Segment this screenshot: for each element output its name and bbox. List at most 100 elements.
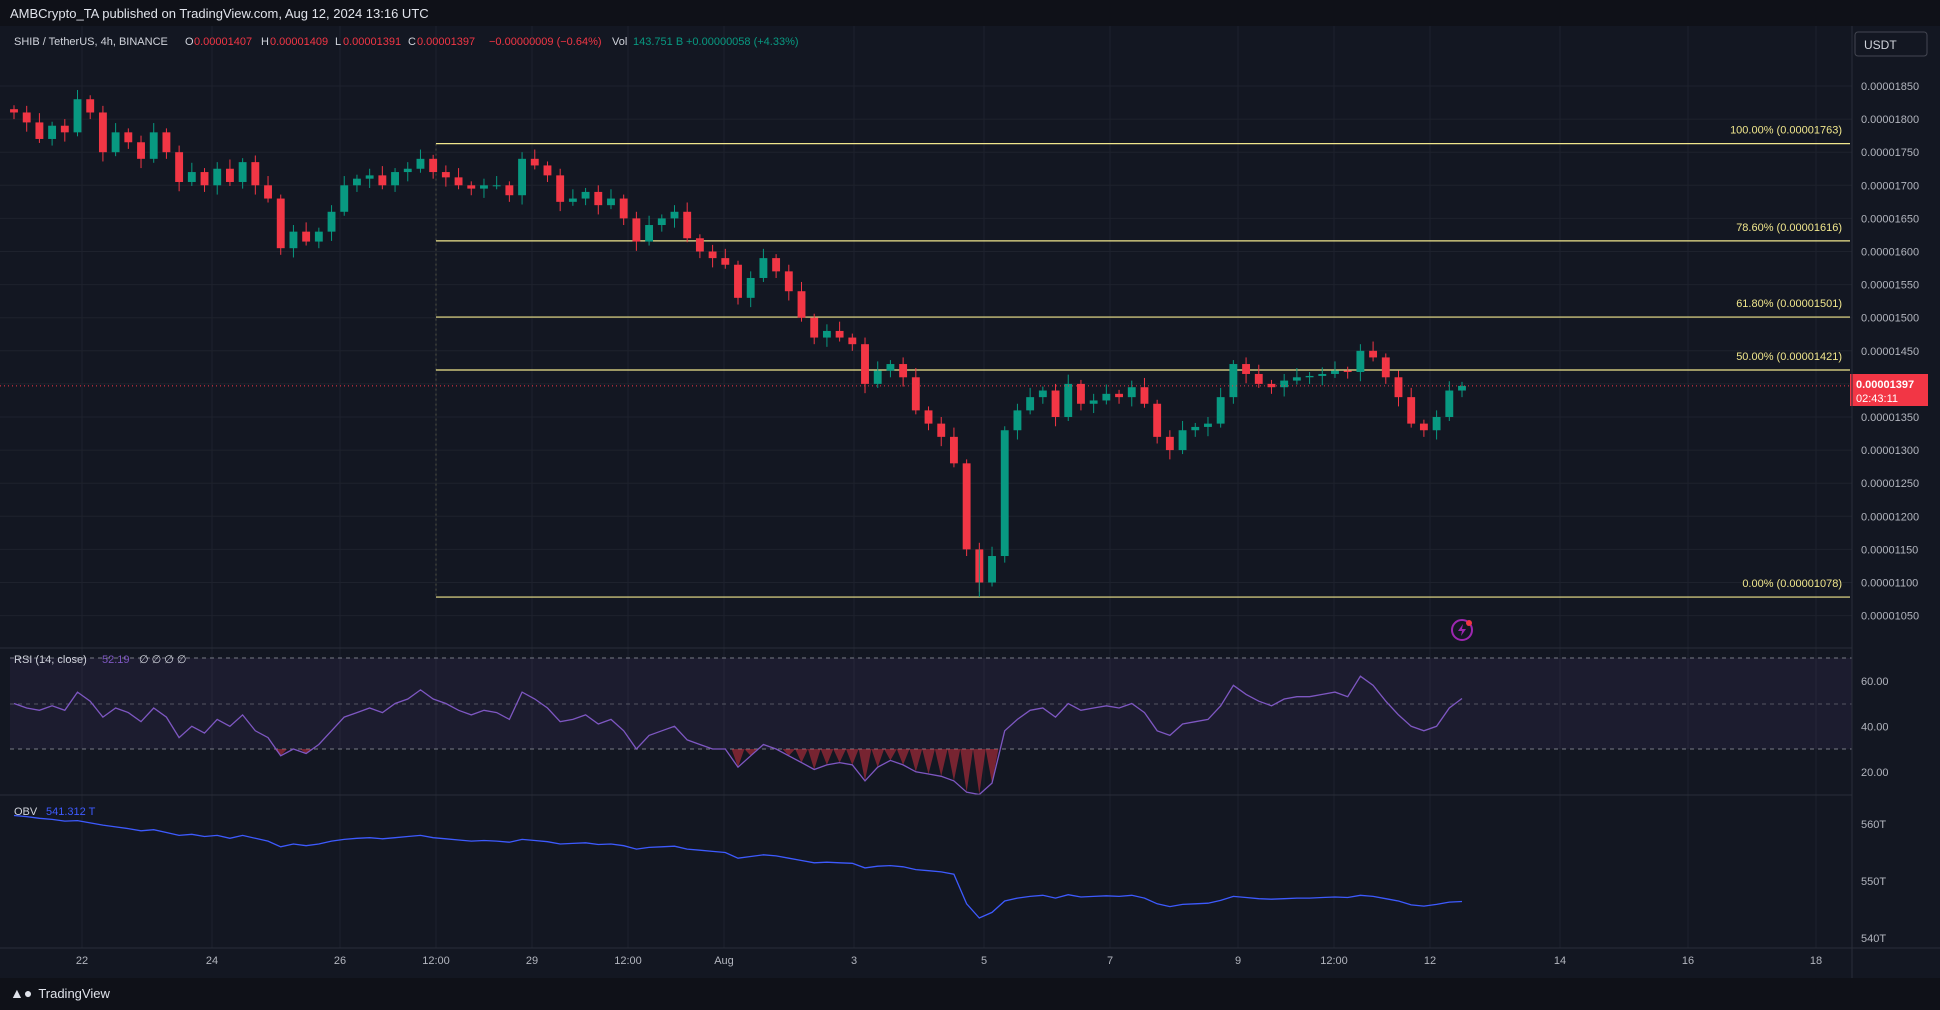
time-tick-label: 9 (1235, 955, 1241, 967)
candle-body (924, 410, 933, 424)
price-badge-countdown: 02:43:11 (1856, 393, 1898, 405)
candle-body (581, 191, 590, 199)
currency-button-frame[interactable] (1854, 31, 1928, 57)
rsi-oversold-fill (274, 749, 999, 795)
close-label: C (408, 36, 416, 48)
rsi-pane[interactable]: RSI (14, close) 52.19 ∅ ∅ ∅ ∅ 60.00 40.00… (0, 647, 1889, 796)
candle-body (797, 291, 806, 318)
candle-body (1000, 430, 1009, 557)
time-axis[interactable]: 22 24 26 12:00 29 12:00 Aug 3 5 7 9 12:00 12 14 16 18 (76, 955, 1822, 967)
tradingview-brand: TradingView (38, 985, 110, 1001)
candle-body (708, 251, 717, 259)
candle-body (657, 218, 666, 226)
candle-body (35, 122, 44, 139)
price-tick-label: 0.00001100 (1861, 578, 1918, 590)
currency-button-label[interactable]: USDT (1864, 38, 1897, 52)
candle-body (518, 158, 527, 196)
time-tick-label: 5 (981, 955, 987, 967)
time-tick-label: 12:00 (1320, 955, 1348, 967)
candle-body (949, 436, 958, 464)
time-tick-label: 12:00 (614, 955, 642, 967)
time-tick-label: 12:00 (422, 955, 450, 967)
lightning-icon[interactable] (1451, 619, 1473, 641)
candle-body (1407, 397, 1416, 424)
candle-body (886, 364, 895, 371)
candle-body (632, 218, 641, 242)
candle-body (187, 172, 196, 182)
high-label: H (261, 36, 269, 48)
rsi-title: RSI (14, close) (14, 654, 87, 666)
footer-bar (0, 978, 1940, 1010)
price-pane[interactable]: 100.00% (0.00001763) 78.60% (0.00001616) 6… (0, 26, 1919, 948)
candle-body (175, 152, 184, 182)
candle-body (772, 258, 781, 272)
candle-body (378, 175, 387, 186)
candle-body (911, 377, 920, 411)
price-tick-label: 0.00001550 (1861, 280, 1919, 292)
candle-body (416, 158, 425, 169)
chart-svg[interactable]: 100.00% (0.00001763) 78.60% (0.00001616) 6… (0, 0, 1940, 978)
candle-body (1356, 350, 1365, 372)
candle-body (530, 158, 539, 166)
time-tick-label: 29 (526, 955, 538, 967)
candle-body (340, 185, 349, 212)
candle-body (1369, 350, 1378, 358)
candle-body (568, 198, 577, 202)
candle-body (276, 198, 285, 249)
candle-body (556, 175, 565, 202)
candle-body (619, 198, 628, 219)
candle-body (1204, 423, 1212, 427)
candle-body (594, 191, 603, 206)
candle-body (454, 177, 463, 186)
candle-body (1343, 370, 1352, 372)
candle-body (48, 125, 57, 139)
time-tick-label: 3 (851, 955, 857, 967)
candle-body (988, 556, 996, 583)
price-badge-bg (1850, 374, 1928, 406)
candle-body (1292, 377, 1301, 381)
candle-body (238, 162, 247, 182)
candle-body (810, 317, 819, 338)
time-tick-label: 18 (1810, 955, 1822, 967)
time-tick-label: 12 (1424, 955, 1436, 967)
candle-body (137, 142, 145, 159)
fib-label-0: 100.00% (0.00001763) (1730, 125, 1842, 137)
candle-body (759, 258, 768, 278)
price-axis[interactable]: 0.00001850 0.00001800 0.00001750 0.00001700… (1861, 81, 1919, 623)
rsi-tick-label: 60.00 (1861, 676, 1889, 688)
candle-body (10, 109, 18, 113)
tradingview-logo[interactable]: ▲● TradingView (10, 985, 110, 1001)
candle-body (391, 172, 399, 186)
candle-body (937, 423, 946, 437)
time-tick-label: Aug (714, 955, 734, 967)
candle-body (1419, 423, 1428, 431)
candle-body (1254, 373, 1263, 384)
candle-body (1432, 417, 1441, 431)
candle-body (1280, 380, 1289, 388)
candle-body (467, 185, 476, 189)
price-tick-label: 0.00001200 (1861, 511, 1919, 523)
candle-body (1305, 375, 1314, 378)
candle-body (1077, 383, 1085, 404)
price-tick-label: 0.00001750 (1861, 147, 1919, 159)
obv-axis: 560T 550T 540T (1861, 819, 1886, 945)
candle-body (1026, 397, 1035, 411)
candle-body (251, 162, 260, 186)
low-value: 0.00001391 (343, 36, 401, 48)
candle-body (314, 231, 323, 242)
rsi-value: 52.19 (102, 654, 130, 666)
fibonacci-retracement[interactable]: 100.00% (0.00001763) 78.60% (0.00001616) 6… (435, 125, 1850, 598)
obv-pane[interactable]: OBV 541.312 T 560T 550T 540T (0, 794, 1886, 945)
candle-body (695, 238, 704, 252)
candle-body (1445, 390, 1454, 417)
grid-lines (0, 26, 1852, 948)
candle-body (784, 271, 793, 292)
price-tick-label: 0.00001300 (1861, 445, 1919, 457)
currency-button[interactable]: USDT (1854, 31, 1928, 57)
publish-text: AMBCrypto_TA published on TradingView.co… (10, 6, 429, 21)
candle-body (543, 165, 552, 176)
candle-body (1064, 383, 1073, 417)
candle-body (441, 172, 450, 178)
candle-body (1458, 385, 1466, 391)
candle-body (162, 132, 171, 153)
